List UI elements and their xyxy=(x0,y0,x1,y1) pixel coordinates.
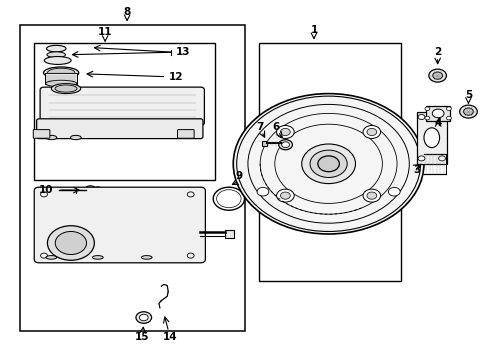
FancyBboxPatch shape xyxy=(33,130,50,138)
Bar xyxy=(20,25,244,331)
Text: 7: 7 xyxy=(256,122,264,132)
Circle shape xyxy=(309,150,346,177)
Text: 1: 1 xyxy=(310,24,317,35)
Bar xyxy=(45,73,77,84)
Text: 15: 15 xyxy=(134,332,149,342)
Bar xyxy=(224,230,233,238)
Ellipse shape xyxy=(92,256,103,259)
Text: 4: 4 xyxy=(433,118,441,128)
Text: 2: 2 xyxy=(433,47,440,57)
Circle shape xyxy=(438,156,445,161)
Circle shape xyxy=(432,72,442,79)
Ellipse shape xyxy=(47,52,65,58)
Circle shape xyxy=(136,312,151,323)
Ellipse shape xyxy=(43,67,79,78)
Text: 3: 3 xyxy=(413,165,420,175)
Circle shape xyxy=(428,69,446,82)
Ellipse shape xyxy=(423,128,439,148)
Bar xyxy=(34,43,215,180)
Circle shape xyxy=(233,94,423,234)
Ellipse shape xyxy=(46,135,57,140)
Circle shape xyxy=(362,126,380,139)
Circle shape xyxy=(276,126,294,139)
Circle shape xyxy=(362,189,380,202)
Text: 11: 11 xyxy=(98,27,112,37)
Ellipse shape xyxy=(47,68,75,77)
Ellipse shape xyxy=(46,256,57,259)
Circle shape xyxy=(431,109,443,118)
Text: 10: 10 xyxy=(39,185,54,195)
Bar xyxy=(426,106,449,121)
Circle shape xyxy=(366,129,376,136)
Circle shape xyxy=(417,156,424,161)
Circle shape xyxy=(139,314,148,321)
Ellipse shape xyxy=(70,135,81,140)
Circle shape xyxy=(280,192,290,199)
Text: 13: 13 xyxy=(176,47,190,57)
Circle shape xyxy=(301,144,355,184)
Text: 14: 14 xyxy=(163,332,177,342)
Ellipse shape xyxy=(141,256,152,259)
Circle shape xyxy=(257,187,268,196)
Text: 9: 9 xyxy=(235,171,242,181)
FancyBboxPatch shape xyxy=(40,87,204,125)
Bar xyxy=(416,112,446,164)
Text: 12: 12 xyxy=(168,72,183,82)
Circle shape xyxy=(281,142,289,148)
Circle shape xyxy=(459,105,476,118)
Circle shape xyxy=(47,226,94,260)
Circle shape xyxy=(424,107,429,111)
Circle shape xyxy=(93,187,102,193)
Circle shape xyxy=(446,116,450,120)
Ellipse shape xyxy=(45,80,77,87)
Bar xyxy=(259,43,400,281)
Circle shape xyxy=(278,140,292,150)
Circle shape xyxy=(417,114,424,120)
Circle shape xyxy=(317,156,339,172)
Circle shape xyxy=(280,129,290,136)
Text: 6: 6 xyxy=(272,122,279,132)
FancyBboxPatch shape xyxy=(177,130,194,138)
Circle shape xyxy=(55,231,86,255)
Text: 8: 8 xyxy=(123,6,130,17)
Circle shape xyxy=(424,116,429,120)
Ellipse shape xyxy=(55,85,77,92)
Ellipse shape xyxy=(46,45,66,52)
Ellipse shape xyxy=(51,84,81,94)
Circle shape xyxy=(276,189,294,202)
Circle shape xyxy=(366,192,376,199)
FancyBboxPatch shape xyxy=(34,187,205,263)
Circle shape xyxy=(438,114,445,120)
Ellipse shape xyxy=(44,57,71,64)
Circle shape xyxy=(387,188,399,196)
Text: 5: 5 xyxy=(464,90,471,100)
FancyBboxPatch shape xyxy=(37,119,203,139)
Circle shape xyxy=(446,107,450,111)
Bar xyxy=(261,141,267,146)
Circle shape xyxy=(84,186,96,194)
Circle shape xyxy=(463,108,472,115)
